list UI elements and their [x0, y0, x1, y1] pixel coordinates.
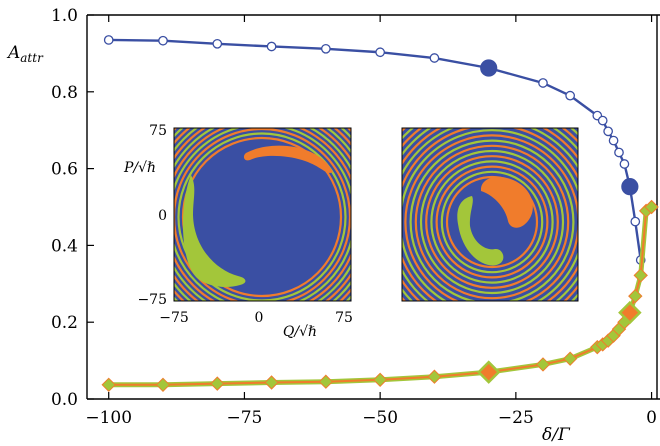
basin-ring — [414, 144, 570, 300]
y-tick-label: 1.0 — [51, 6, 78, 26]
data-point-highlight — [621, 178, 639, 196]
basin-ring — [425, 155, 559, 289]
inset2-orange-basin — [480, 176, 533, 228]
x-ticks: −100 −75 −50 −25 0 — [85, 15, 657, 428]
basin-ring — [409, 139, 575, 301]
inset2-rings — [402, 128, 578, 301]
data-point — [375, 47, 385, 58]
data-series — [101, 35, 659, 392]
basin-ring — [181, 136, 343, 298]
inset1-ytick-label: −75 — [137, 292, 167, 308]
y-tick-label: 0.0 — [51, 390, 78, 410]
data-point — [562, 351, 578, 366]
data-point — [535, 357, 551, 372]
data-point — [628, 288, 643, 304]
data-point — [644, 199, 659, 215]
inset1-ytick-label: 0 — [158, 208, 167, 224]
basin-ring — [404, 134, 578, 301]
basin-ring — [440, 170, 544, 274]
inset1-y-label: P/√ℏ — [123, 160, 156, 176]
inset2-green-basin — [457, 196, 504, 266]
inset1-xtick-label: 0 — [255, 310, 264, 326]
y-tick-label: 0.2 — [51, 313, 78, 333]
x-tick-label: −50 — [362, 408, 398, 428]
x-tick-label: −25 — [498, 408, 534, 428]
x-tick-label: 0 — [646, 408, 657, 428]
inset1-orange-basin — [243, 145, 333, 173]
inset1-frame — [173, 127, 352, 302]
data-point — [565, 90, 575, 101]
data-point — [101, 377, 116, 392]
basin-ring — [435, 165, 549, 279]
basin-ring — [402, 129, 578, 301]
y-tick-label: 0.4 — [51, 236, 78, 256]
data-point — [608, 135, 619, 146]
y-axis-label: Aattr — [6, 43, 44, 65]
inset-phase-space-left: 75 0 −75 −75 0 75 Q/√ℏ P/√ℏ — [123, 123, 353, 340]
data-point — [264, 375, 279, 390]
data-point-highlight — [476, 360, 501, 384]
data-point — [158, 35, 168, 46]
inset1-ytick-label: 75 — [149, 123, 167, 139]
data-point — [210, 376, 225, 391]
data-point — [597, 115, 608, 126]
inset1-green-basin — [182, 175, 246, 287]
data-point-highlight — [480, 59, 498, 77]
inset1-xtick-label: 75 — [335, 310, 353, 326]
data-point — [427, 369, 442, 384]
y-tick-label: 0.6 — [51, 160, 78, 180]
x-tick-label: −75 — [226, 408, 262, 428]
y-tick-label: 0.8 — [51, 83, 78, 103]
data-point — [155, 377, 171, 392]
data-point — [619, 159, 630, 169]
x-tick-label: −100 — [85, 408, 132, 428]
basin-ring — [445, 175, 539, 269]
data-point — [212, 38, 223, 49]
data-point — [630, 216, 641, 227]
data-point-highlight — [618, 300, 642, 325]
inset1-x-label: Q/√ℏ — [283, 324, 317, 340]
y-ticks: 0.0 0.2 0.4 0.6 0.8 1.0 — [51, 6, 94, 410]
inset1-xtick-label: −75 — [159, 310, 189, 326]
data-point — [372, 372, 388, 388]
data-point — [633, 268, 648, 283]
inset2-frame — [401, 127, 579, 302]
inset-phase-space-right — [401, 127, 579, 302]
data-point — [538, 78, 548, 88]
data-point — [603, 126, 613, 137]
basin-ring — [430, 160, 554, 284]
data-point — [103, 35, 114, 45]
x-axis-label: δ/Γ — [542, 425, 571, 445]
data-point — [321, 43, 331, 54]
basin-ring — [174, 128, 351, 301]
data-point — [614, 147, 624, 158]
data-point — [429, 53, 440, 63]
basin-ring — [419, 149, 565, 295]
data-point — [318, 374, 334, 389]
data-point — [266, 41, 277, 52]
